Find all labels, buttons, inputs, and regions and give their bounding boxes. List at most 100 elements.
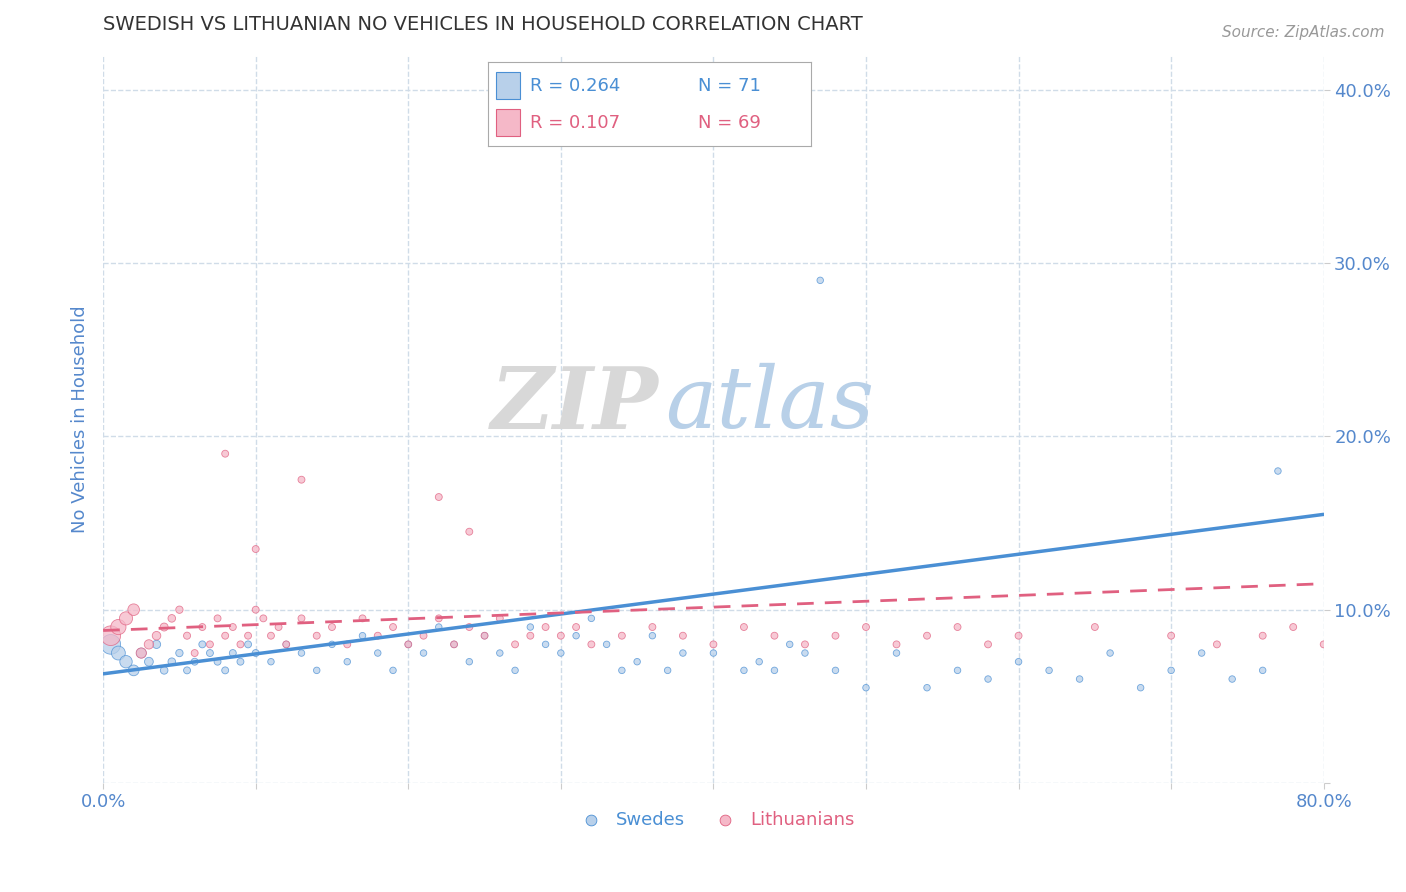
Point — [626, 655, 648, 669]
Point — [474, 629, 496, 643]
Point — [214, 664, 236, 678]
Point — [412, 629, 434, 643]
Point — [382, 664, 405, 678]
Point — [412, 646, 434, 660]
Point — [153, 664, 176, 678]
Point — [1206, 637, 1229, 651]
Point — [886, 646, 908, 660]
Point — [367, 646, 389, 660]
Point — [550, 629, 572, 643]
Point — [733, 664, 755, 678]
Point — [824, 629, 846, 643]
Point — [336, 637, 359, 651]
Point — [222, 620, 245, 634]
Point — [352, 611, 374, 625]
Point — [534, 637, 557, 651]
Point — [321, 637, 343, 651]
Point — [488, 646, 510, 660]
Point — [886, 637, 908, 651]
Point — [176, 629, 198, 643]
Point — [550, 646, 572, 660]
Point — [946, 664, 969, 678]
Point — [581, 611, 603, 625]
Point — [794, 646, 817, 660]
Point — [290, 473, 312, 487]
Point — [1312, 637, 1334, 651]
Point — [290, 611, 312, 625]
Point — [260, 655, 283, 669]
Point — [1007, 629, 1029, 643]
Point — [443, 637, 465, 651]
Point — [252, 611, 274, 625]
Point — [915, 681, 938, 695]
Point — [260, 629, 283, 643]
Point — [1282, 620, 1305, 634]
Point — [214, 629, 236, 643]
Point — [214, 447, 236, 461]
Text: Source: ZipAtlas.com: Source: ZipAtlas.com — [1222, 25, 1385, 40]
Point — [305, 629, 328, 643]
Point — [129, 646, 152, 660]
Point — [610, 629, 633, 643]
Point — [122, 603, 145, 617]
Point — [763, 629, 786, 643]
Point — [236, 629, 259, 643]
Point — [488, 611, 510, 625]
Point — [153, 620, 176, 634]
Point — [672, 629, 695, 643]
Point — [748, 655, 770, 669]
Point — [276, 637, 298, 651]
Point — [396, 637, 419, 651]
Point — [565, 629, 588, 643]
Point — [1007, 655, 1029, 669]
Point — [245, 603, 267, 617]
Point — [641, 629, 664, 643]
Point — [1160, 629, 1182, 643]
Point — [160, 655, 183, 669]
Point — [977, 637, 1000, 651]
Point — [276, 637, 298, 651]
Point — [794, 637, 817, 651]
Point — [855, 681, 877, 695]
Point — [191, 620, 214, 634]
Point — [733, 620, 755, 634]
Point — [169, 603, 191, 617]
Point — [443, 637, 465, 651]
Point — [641, 620, 664, 634]
Point — [427, 490, 450, 504]
Point — [702, 637, 724, 651]
Point — [138, 637, 160, 651]
Point — [176, 664, 198, 678]
Point — [1129, 681, 1152, 695]
Point — [534, 620, 557, 634]
Y-axis label: No Vehicles in Household: No Vehicles in Household — [72, 305, 89, 533]
Text: SWEDISH VS LITHUANIAN NO VEHICLES IN HOUSEHOLD CORRELATION CHART: SWEDISH VS LITHUANIAN NO VEHICLES IN HOU… — [103, 15, 863, 34]
Point — [100, 637, 122, 651]
Point — [1160, 664, 1182, 678]
Point — [198, 637, 221, 651]
Point — [458, 524, 481, 539]
Point — [169, 646, 191, 660]
Point — [145, 637, 167, 651]
Point — [915, 629, 938, 643]
Point — [672, 646, 695, 660]
Text: ZIP: ZIP — [491, 363, 658, 446]
Point — [519, 620, 541, 634]
Point — [519, 629, 541, 643]
Point — [503, 664, 526, 678]
Point — [229, 637, 252, 651]
Point — [191, 637, 214, 651]
Point — [855, 620, 877, 634]
Point — [129, 646, 152, 660]
Point — [305, 664, 328, 678]
Point — [503, 637, 526, 651]
Point — [336, 655, 359, 669]
Point — [321, 620, 343, 634]
Point — [100, 629, 122, 643]
Point — [222, 646, 245, 660]
Point — [427, 611, 450, 625]
Point — [107, 620, 129, 634]
Point — [115, 611, 138, 625]
Point — [115, 655, 138, 669]
Point — [763, 664, 786, 678]
